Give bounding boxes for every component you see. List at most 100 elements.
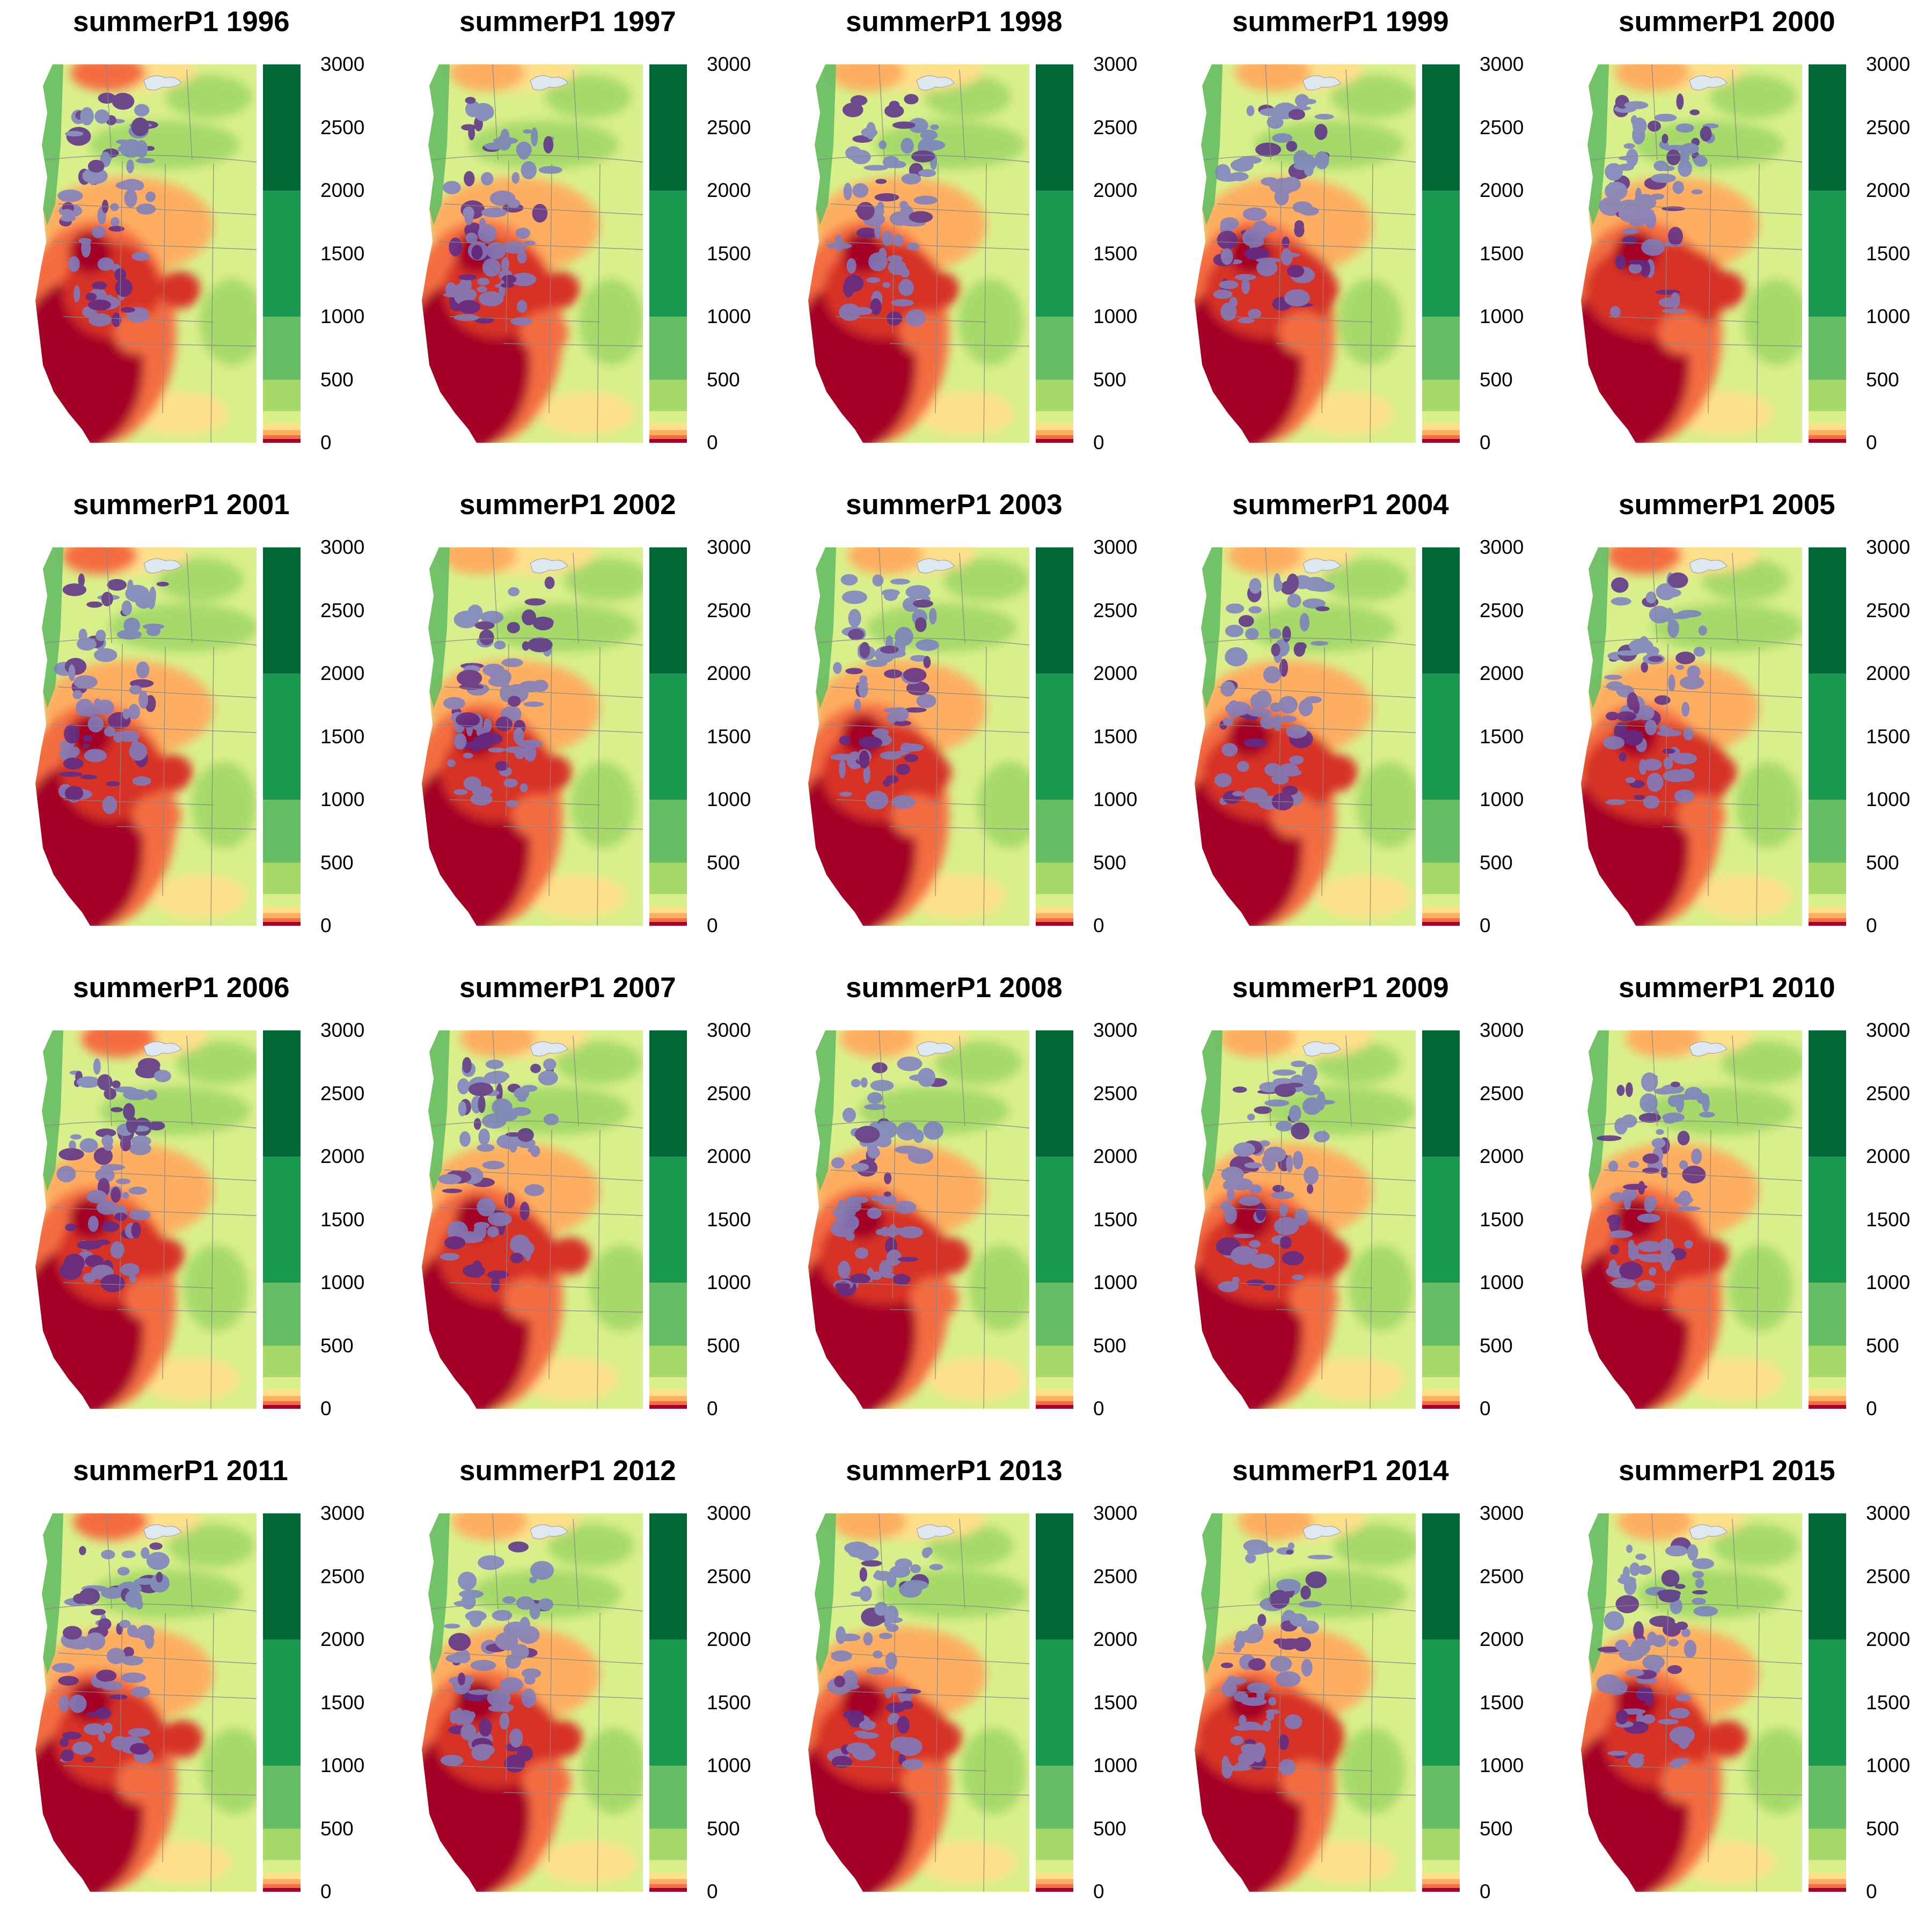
legend-colorbar — [1422, 64, 1460, 443]
legend-bin — [1809, 918, 1846, 922]
map-panel: summerP1 2001 3000 2500 2000 1500 1000 500 0 — [0, 483, 386, 966]
legend-bin — [1036, 547, 1073, 674]
map-panel: summerP1 2010 3000 2500 2000 1500 1000 500 0 — [1546, 966, 1932, 1449]
map-panel: summerP1 2011 3000 2500 2000 1500 1000 500 0 — [0, 1449, 386, 1932]
map-panel: summerP1 2005 3000 2500 2000 1500 1000 500 0 — [1546, 483, 1932, 966]
legend-tick-label: 2500 — [1480, 116, 1524, 138]
legend-bin — [1036, 1872, 1073, 1879]
legend-tick-label: 0 — [320, 431, 332, 453]
legend-bin — [1809, 1404, 1846, 1409]
legend-tick-label: 1500 — [320, 1208, 365, 1231]
legend-bin — [1422, 317, 1460, 380]
legend-bin — [1422, 1887, 1460, 1892]
legend-bin — [1422, 1860, 1460, 1873]
legend-bin — [263, 674, 301, 800]
map-panel: summerP1 2009 3000 2500 2000 1500 1000 500 0 — [1159, 966, 1546, 1449]
legend-bin — [263, 1345, 301, 1378]
legend-bin — [263, 1389, 301, 1396]
legend-bin — [649, 1283, 687, 1346]
legend-bin — [1036, 1389, 1073, 1396]
legend-bin — [263, 430, 301, 435]
legend-tick-label: 1000 — [1480, 1754, 1524, 1776]
legend-bin — [649, 906, 687, 913]
legend-bin — [649, 894, 687, 907]
legend-bin — [1809, 921, 1846, 926]
legend-tick-label: 3000 — [707, 1502, 751, 1524]
legend-bin — [1809, 1828, 1846, 1861]
legend-bin — [1036, 1377, 1073, 1390]
legend-bin — [1036, 1766, 1073, 1829]
choropleth-map — [1577, 1513, 1802, 1892]
legend-bin — [263, 1884, 301, 1888]
legend-bin — [649, 64, 687, 191]
legend-bin — [1036, 1887, 1073, 1892]
legend-bin — [1036, 64, 1073, 191]
legend-bin — [263, 191, 301, 317]
legend-bin — [649, 423, 687, 430]
legend-bin — [1809, 411, 1846, 424]
legend-tick-label: 2500 — [707, 1082, 751, 1104]
legend-tick-label: 3000 — [320, 1019, 365, 1041]
legend-bin — [1036, 862, 1073, 895]
legend-colorbar — [1422, 547, 1460, 926]
legend-bin — [1422, 1377, 1460, 1390]
legend-tick-label: 3000 — [1093, 536, 1138, 558]
map-panel: summerP1 2013 3000 2500 2000 1500 1000 500 0 — [773, 1449, 1159, 1932]
legend-tick-label: 500 — [320, 851, 354, 874]
legend-bin — [263, 438, 301, 443]
legend-bin — [1809, 894, 1846, 907]
legend-bin — [649, 1872, 687, 1879]
legend-bin — [1036, 894, 1073, 907]
legend-tick-label: 1000 — [1866, 1754, 1911, 1776]
legend-bin — [1036, 411, 1073, 424]
legend-tick-label: 2500 — [1480, 1565, 1524, 1587]
legend-bin — [1036, 430, 1073, 435]
legend-bin — [1422, 1828, 1460, 1861]
legend-bin — [263, 1766, 301, 1829]
legend-tick-label: 1000 — [1093, 788, 1138, 810]
legend-bin — [649, 1884, 687, 1888]
legend-tick-label: 3000 — [1866, 53, 1911, 75]
legend-bin — [1422, 1345, 1460, 1378]
legend-bin — [1036, 913, 1073, 918]
legend-bin — [649, 1887, 687, 1892]
legend-bin — [1809, 862, 1846, 895]
legend-bin — [649, 1401, 687, 1405]
legend-tick-label: 0 — [1093, 431, 1104, 453]
legend-bin — [1422, 1396, 1460, 1401]
legend-bin — [1036, 1283, 1073, 1346]
legend-colorbar — [1809, 1030, 1846, 1409]
legend-colorbar — [263, 547, 301, 926]
legend-bin — [1036, 921, 1073, 926]
legend-tick-label: 2500 — [320, 116, 365, 138]
legend-tick-label: 1500 — [707, 242, 751, 265]
legend-tick-label: 2000 — [1093, 1145, 1138, 1167]
legend-bin — [1809, 1766, 1846, 1829]
legend-bin — [1036, 1157, 1073, 1283]
legend-bin — [1036, 1396, 1073, 1401]
legend-bin — [649, 411, 687, 424]
legend-bin — [263, 317, 301, 380]
legend-bin — [1036, 423, 1073, 430]
panel-title: summerP1 2015 — [1619, 1455, 1835, 1487]
legend-tick-label: 3000 — [1866, 536, 1911, 558]
legend-tick-label: 1500 — [707, 1208, 751, 1231]
legend-tick-label: 500 — [1866, 1817, 1899, 1840]
panel-title: summerP1 2004 — [1232, 489, 1449, 521]
legend-tick-label: 0 — [1480, 1880, 1491, 1902]
panel-title: summerP1 2003 — [846, 489, 1063, 521]
legend-tick-label: 1000 — [1866, 1271, 1911, 1293]
legend-colorbar — [263, 1513, 301, 1892]
choropleth-map — [31, 1030, 257, 1409]
legend-bin — [649, 1030, 687, 1157]
legend-tick-label: 1500 — [1866, 1208, 1911, 1231]
legend-tick-label: 2500 — [707, 1565, 751, 1587]
legend-bin — [1422, 435, 1460, 439]
legend-tick-label: 500 — [1093, 851, 1126, 874]
legend-colorbar — [1422, 1513, 1460, 1892]
legend-tick-label: 3000 — [1480, 1019, 1524, 1041]
legend-bin — [1809, 1283, 1846, 1346]
legend-colorbar — [649, 1030, 687, 1409]
legend-bin — [649, 1828, 687, 1861]
legend-bin — [1422, 379, 1460, 412]
